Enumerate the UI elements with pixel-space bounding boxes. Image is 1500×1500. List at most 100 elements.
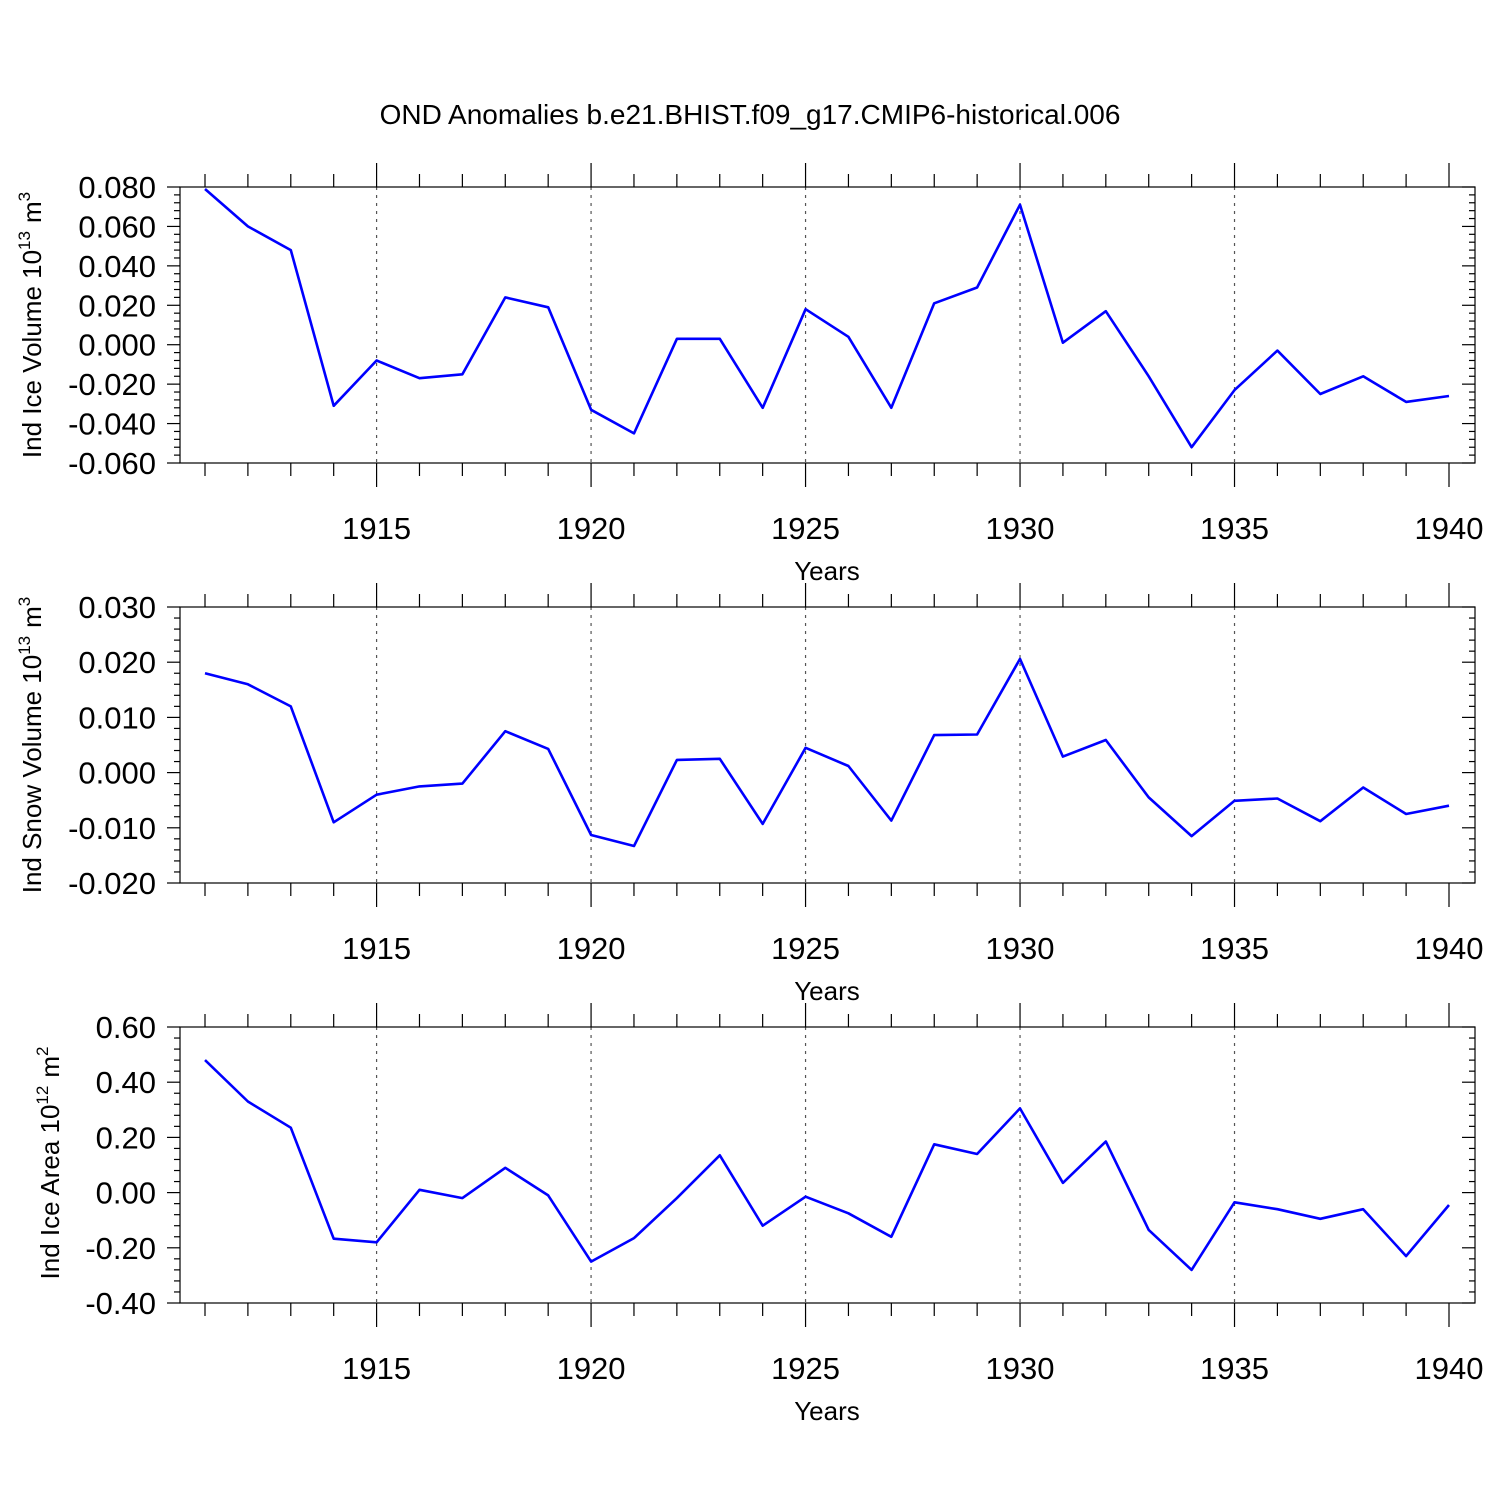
- data-point-1915: [375, 1240, 379, 1244]
- x-axis-label: Years: [794, 556, 860, 586]
- x-tick-label: 1920: [557, 1351, 626, 1386]
- data-point-1921: [632, 431, 636, 435]
- data-point-1929: [975, 1152, 979, 1156]
- data-point-1927: [889, 819, 893, 823]
- data-point-1912: [246, 682, 250, 686]
- panel-snow-volume: Ind Snow Volume 1013 m3 Years 0.030 0.020 0…: [15, 583, 1483, 1006]
- x-tick-label: 1930: [986, 511, 1055, 546]
- y-axis-label: Ind Ice Volume 1013 m3: [15, 192, 47, 458]
- y-axis-label-exponent: 12: [33, 1086, 52, 1105]
- data-point-1940: [1447, 394, 1451, 398]
- data-point-1914: [332, 1237, 336, 1241]
- y-axis-label-main: Ind Ice Volume 10: [17, 250, 47, 458]
- data-point-1923: [718, 337, 722, 341]
- data-point-1939: [1404, 1254, 1408, 1258]
- data-point-1927: [889, 406, 893, 410]
- data-point-1940: [1447, 804, 1451, 808]
- y-axis-label: Ind Ice Area 1012 m2: [33, 1047, 65, 1280]
- data-point-1911: [203, 1058, 207, 1062]
- y-axis-label-unit: m: [35, 1056, 65, 1078]
- data-point-1913: [289, 248, 293, 252]
- x-tick-label: 1915: [342, 511, 411, 546]
- x-tick-label: 1940: [1415, 931, 1484, 966]
- y-tick-label: -0.020: [68, 866, 156, 901]
- y-tick-label: 0.030: [78, 590, 156, 625]
- data-point-1939: [1404, 400, 1408, 404]
- data-point-1939: [1404, 812, 1408, 816]
- data-point-1932: [1104, 1140, 1108, 1144]
- data-point-1926: [846, 764, 850, 768]
- data-point-1918: [503, 1166, 507, 1170]
- data-point-1934: [1190, 445, 1194, 449]
- data-point-1930: [1018, 657, 1022, 661]
- data-point-1925: [804, 746, 808, 750]
- y-tick-label: 0.000: [78, 756, 156, 791]
- plot-frame: [179, 1026, 1476, 1304]
- y-axis-label-unit-exponent: 2: [33, 1047, 52, 1056]
- main-title: OND Anomalies b.e21.BHIST.f09_g17.CMIP6-…: [380, 99, 1121, 130]
- data-point-1919: [546, 305, 550, 309]
- y-tick-label: -0.010: [68, 811, 156, 846]
- data-point-1935: [1233, 388, 1237, 392]
- y-axis-label-unit-exponent: 3: [15, 192, 34, 201]
- data-point-1916: [417, 1188, 421, 1192]
- x-axis-label: Years: [794, 1396, 860, 1426]
- data-point-1914: [332, 404, 336, 408]
- data-point-1927: [889, 1235, 893, 1239]
- y-axis-label-main: Ind Ice Area 10: [35, 1105, 65, 1280]
- data-point-1914: [332, 820, 336, 824]
- data-point-1918: [503, 729, 507, 733]
- data-point-1931: [1061, 341, 1065, 345]
- y-axis-label-exponent: 13: [15, 231, 34, 250]
- data-point-1926: [846, 1211, 850, 1215]
- data-point-1929: [975, 733, 979, 737]
- data-point-1937: [1318, 1217, 1322, 1221]
- data-point-1928: [932, 733, 936, 737]
- y-tick-label: 0.40: [96, 1065, 156, 1100]
- y-tick-label: -0.20: [85, 1231, 156, 1266]
- y-tick-label: -0.40: [85, 1286, 156, 1321]
- y-tick-label: 0.010: [78, 700, 156, 735]
- data-point-1930: [1018, 1106, 1022, 1110]
- plot-frame: [179, 606, 1476, 884]
- series-line: [204, 188, 1450, 449]
- y-tick-label: 0.080: [78, 170, 156, 205]
- data-point-1922: [675, 758, 679, 762]
- data-point-1921: [632, 844, 636, 848]
- x-tick-label: 1940: [1415, 511, 1484, 546]
- y-tick-label: 0.020: [78, 288, 156, 323]
- data-point-1928: [932, 1142, 936, 1146]
- data-point-1932: [1104, 309, 1108, 313]
- x-tick-label: 1930: [986, 1351, 1055, 1386]
- data-point-1922: [675, 1196, 679, 1200]
- data-point-1935: [1233, 1200, 1237, 1204]
- data-point-1934: [1190, 1268, 1194, 1272]
- data-point-1922: [675, 337, 679, 341]
- y-tick-label: 0.00: [96, 1176, 156, 1211]
- data-point-1929: [975, 286, 979, 290]
- data-point-1911: [203, 671, 207, 675]
- data-point-1925: [804, 1195, 808, 1199]
- data-point-1933: [1147, 374, 1151, 378]
- data-point-1916: [417, 784, 421, 788]
- data-point-1938: [1361, 786, 1365, 790]
- x-tick-label: 1935: [1200, 511, 1269, 546]
- data-point-1917: [460, 1196, 464, 1200]
- data-point-1938: [1361, 374, 1365, 378]
- data-point-1920: [589, 833, 593, 837]
- y-tick-label: 0.20: [96, 1120, 156, 1155]
- data-point-1925: [804, 307, 808, 311]
- data-point-1932: [1104, 738, 1108, 742]
- data-point-1915: [375, 358, 379, 362]
- y-tick-label: 0.060: [78, 209, 156, 244]
- series-line: [204, 657, 1450, 848]
- data-point-1913: [289, 1126, 293, 1130]
- data-point-1915: [375, 793, 379, 797]
- x-tick-label: 1935: [1200, 931, 1269, 966]
- panel-ice-area: Ind Ice Area 1012 m2 Years 0.60 0.40 0.20 0.…: [33, 1003, 1483, 1426]
- data-point-1912: [246, 1100, 250, 1104]
- y-tick-label: -0.020: [68, 367, 156, 402]
- data-point-1917: [460, 782, 464, 786]
- data-point-1924: [761, 1224, 765, 1228]
- data-point-1937: [1318, 392, 1322, 396]
